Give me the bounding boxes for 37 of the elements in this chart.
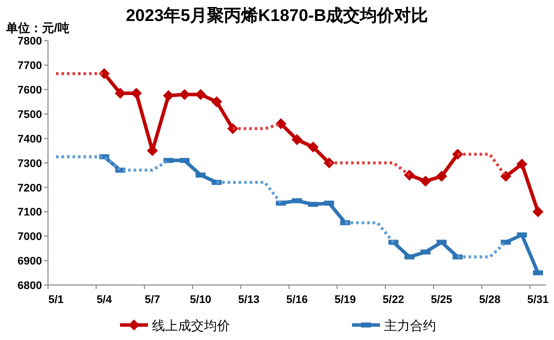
point [516,158,528,170]
y-tick-label: 7300 [18,158,42,170]
x-tick-label: 5/13 [238,294,260,306]
y-tick-label: 6900 [18,256,42,268]
point [308,141,319,152]
x-tick-label: 5/19 [334,294,356,306]
x-tick-label: 5/22 [382,294,404,306]
x-tick-label: 5/7 [144,294,160,306]
point [532,206,544,218]
point [436,170,448,182]
point [404,170,415,181]
y-axis-title: 单位：元/吨 [5,21,70,35]
y-tick-label: 7700 [18,60,42,72]
y-tick-label: 7800 [18,36,42,48]
y-tick-label: 7500 [18,108,42,121]
point [292,134,302,146]
y-tick-label: 7400 [18,133,42,146]
point [195,88,206,100]
x-tick-label: 5/1 [48,294,64,306]
point [500,170,512,182]
y-tick-label: 6800 [18,280,42,292]
y-tick-label: 7000 [18,231,42,244]
y-tick-label: 7600 [18,84,42,97]
chart-title: 2023年5月聚丙烯K1870-B成交均价对比 [126,6,428,25]
y-tick-label: 7100 [18,206,42,219]
x-tick-label: 5/4 [96,294,113,306]
point [420,176,432,187]
point [211,96,222,108]
x-tick-label: 5/10 [190,294,212,306]
legend-label: 线上成交均价 [152,318,230,333]
point [162,90,174,102]
x-tick-label: 5/25 [430,294,452,306]
legend-label: 主力合约 [384,318,436,333]
x-tick-label: 5/16 [286,294,308,306]
x-tick-label: 5/28 [479,294,500,306]
x-tick-label: 5/31 [527,294,549,306]
y-tick-label: 7200 [18,182,42,194]
